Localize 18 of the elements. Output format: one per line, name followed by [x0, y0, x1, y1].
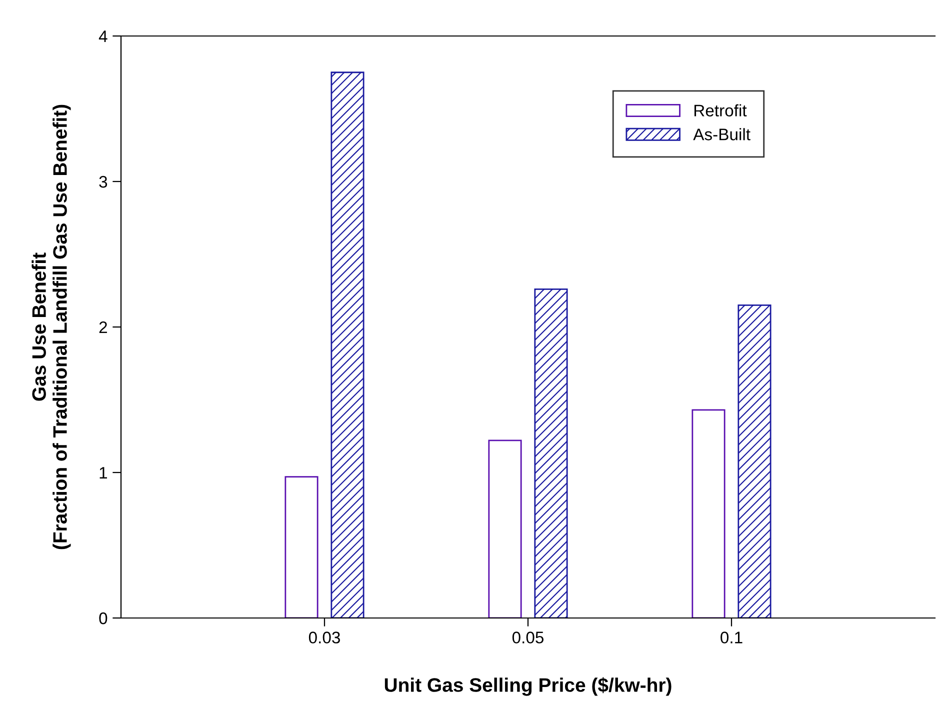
bar — [738, 304, 772, 618]
bar — [330, 72, 364, 618]
bar — [692, 409, 726, 618]
bar — [534, 288, 568, 618]
y-tick-label: 4 — [98, 30, 108, 42]
bar — [284, 476, 318, 618]
x-tick-label: 0.1 — [720, 632, 742, 644]
y-tick-label: 2 — [99, 321, 107, 334]
x-axis-title: Unit Gas Selling Price ($/kw-hr) — [384, 677, 672, 696]
y-tick-label: 1 — [100, 467, 107, 479]
x-tick-label: 0.03 — [308, 632, 340, 644]
legend-label: Retrofit — [694, 104, 747, 116]
y-tick-label: 3 — [99, 176, 108, 188]
y-axis-title: Gas Use Benefit (Fraction of Traditional Landfill Gas Use Benefit) — [32, 104, 71, 550]
x-tick-label: 0.05 — [512, 632, 544, 644]
legend-label: As-Built — [693, 128, 750, 140]
y-tick-label: 0 — [99, 612, 108, 624]
bar — [488, 440, 522, 618]
